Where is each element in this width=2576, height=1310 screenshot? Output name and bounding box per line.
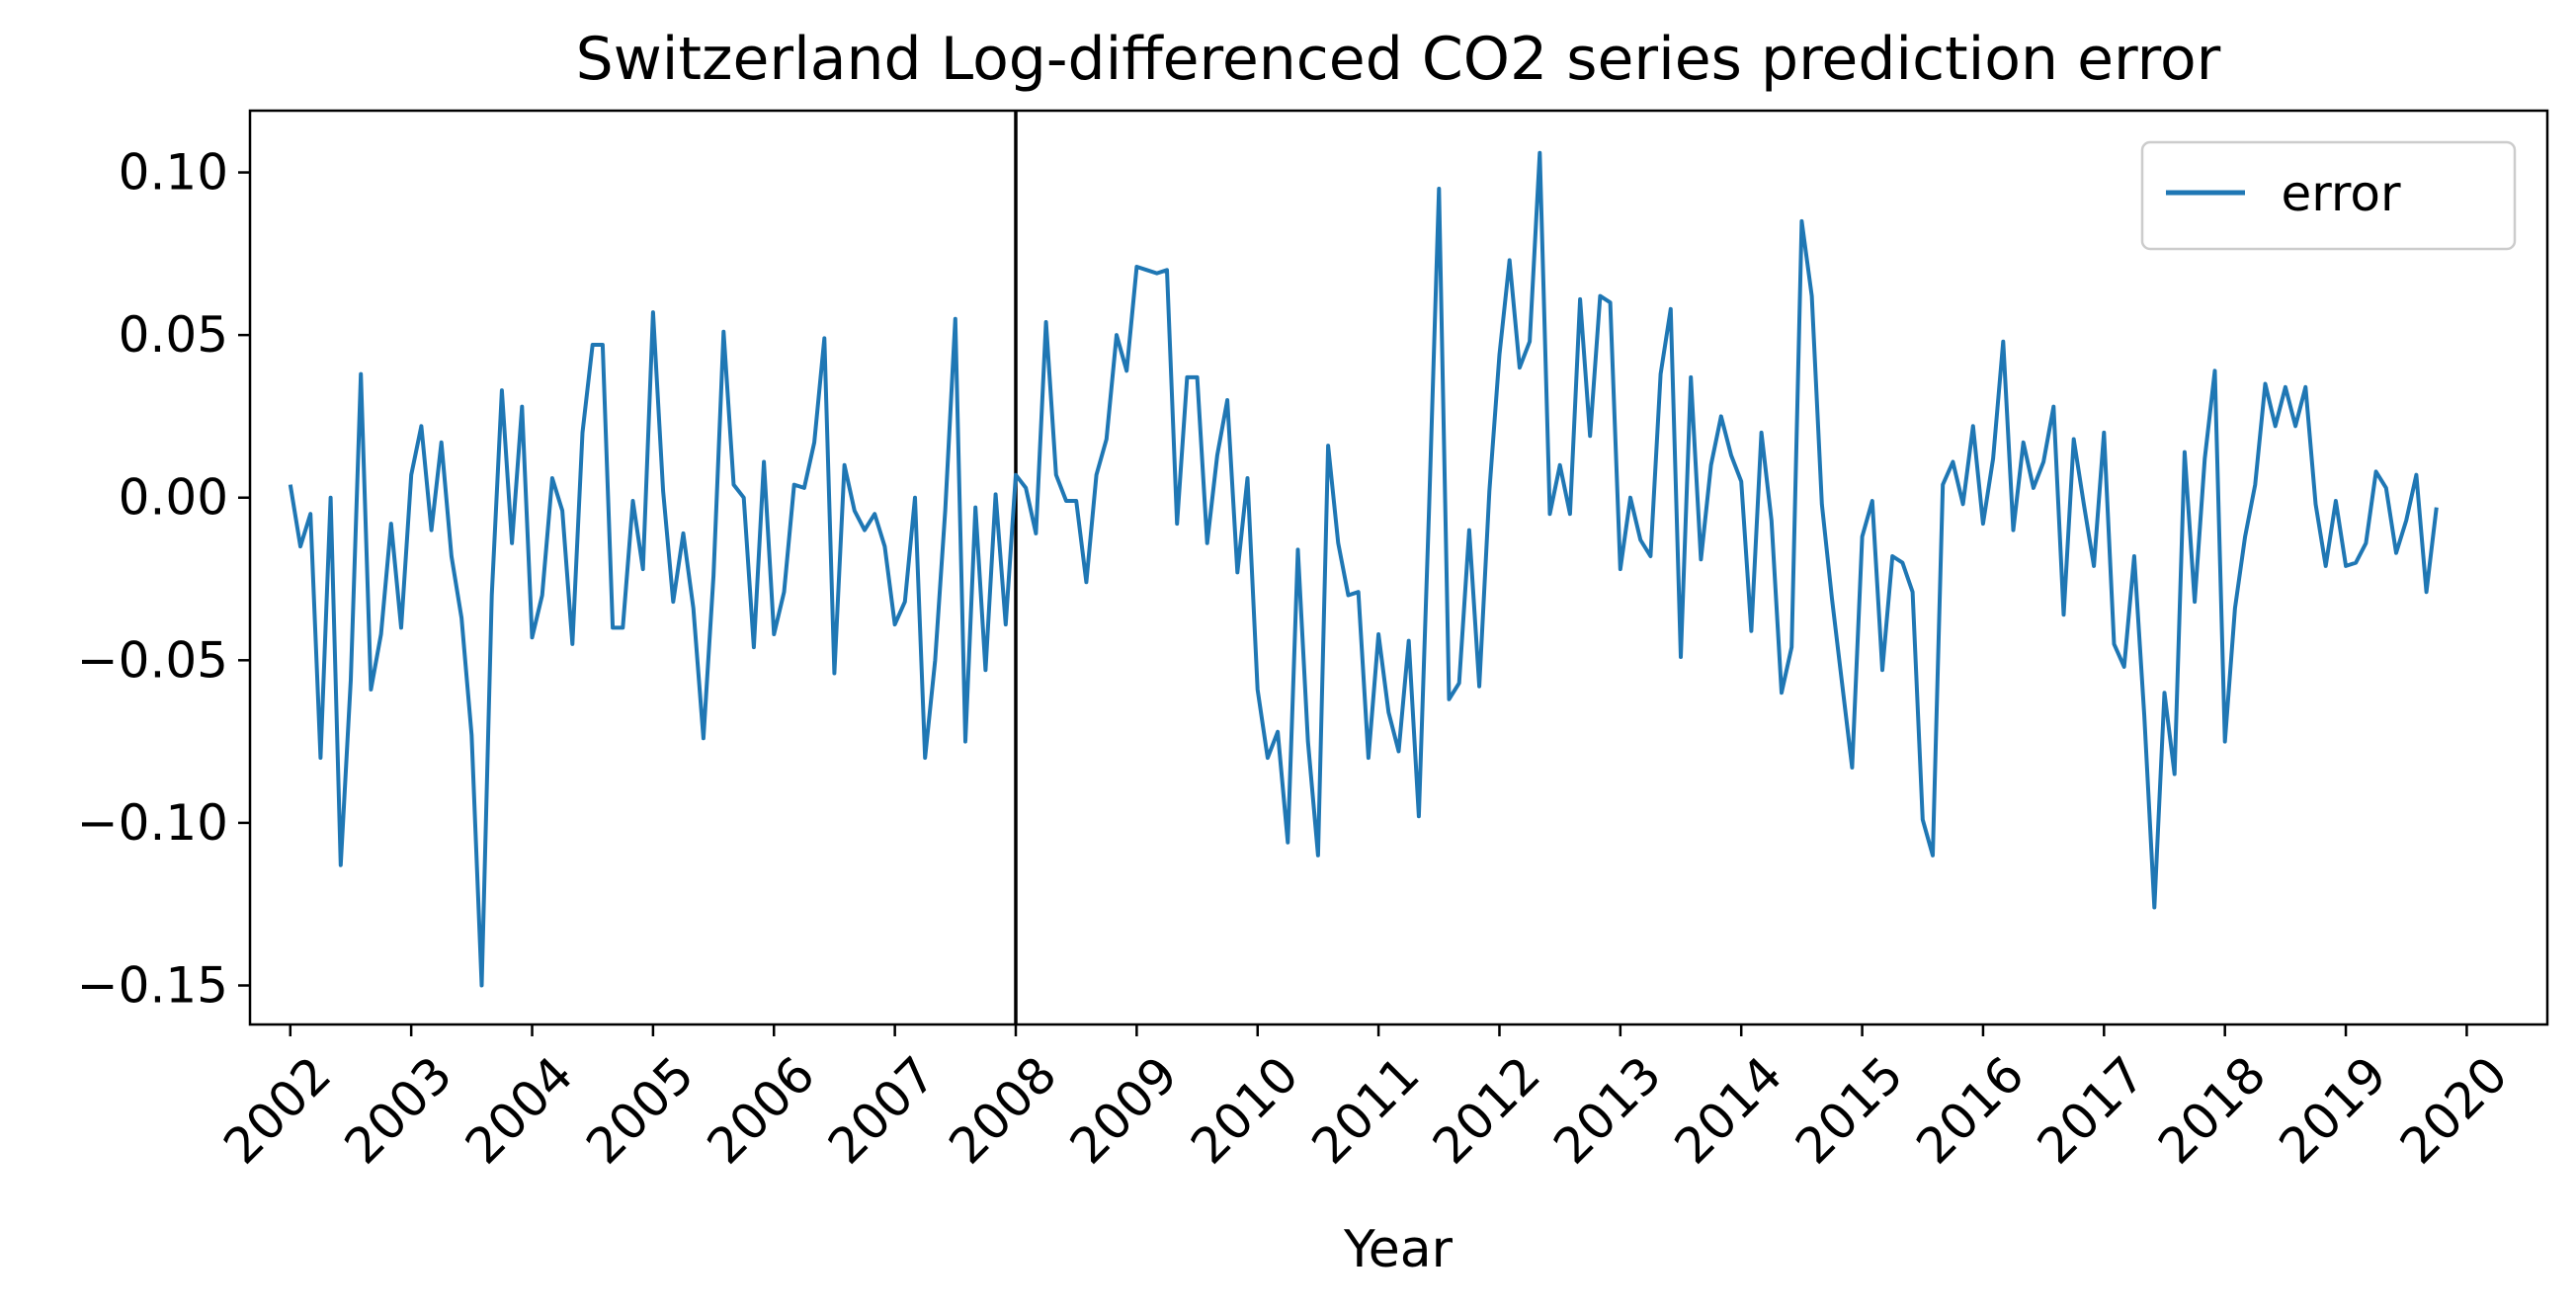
x-tick-label: 2008: [939, 1045, 1068, 1175]
x-tick-label: 2004: [455, 1045, 584, 1175]
x-tick-label: 2013: [1542, 1045, 1672, 1175]
y-tick-label: −0.15: [77, 956, 228, 1014]
x-tick-label: 2019: [2269, 1045, 2398, 1175]
x-tick-label: 2011: [1301, 1045, 1431, 1175]
x-tick-label: 2002: [212, 1045, 342, 1175]
chart-title: Switzerland Log-differenced CO2 series p…: [576, 25, 2221, 94]
legend-label-error: error: [2281, 165, 2400, 222]
x-axis-label: Year: [1343, 1220, 1454, 1279]
series-line-error: [288, 150, 2439, 988]
x-axis: 2002200320042005200620072008200920102011…: [212, 1024, 2519, 1175]
y-axis: 0.10 0.05 0.00 −0.05 −0.10 −0.15: [77, 144, 250, 1014]
y-tick-label: 0.05: [119, 306, 228, 364]
y-tick-label: 0.00: [119, 469, 228, 527]
x-tick-label: 2005: [575, 1045, 705, 1175]
y-tick-label: −0.05: [77, 631, 228, 689]
x-tick-label: 2017: [2027, 1045, 2156, 1175]
legend-frame: [2140, 140, 2517, 251]
x-tick-label: 2012: [1422, 1045, 1551, 1175]
y-tick-label: 0.10: [119, 144, 228, 202]
x-tick-label: 2003: [334, 1045, 463, 1175]
x-tick-label: 2018: [2147, 1045, 2277, 1175]
x-tick-label: 2016: [1905, 1045, 2035, 1175]
x-tick-label: 2010: [1180, 1045, 1309, 1175]
axes-frame: [248, 109, 2549, 1026]
x-tick-label: 2014: [1664, 1045, 1793, 1175]
x-tick-label: 2015: [1785, 1045, 1914, 1175]
plot-area: [288, 111, 2439, 1024]
x-tick-label: 2006: [697, 1045, 826, 1175]
legend: error: [2140, 140, 2517, 251]
x-tick-label: 2020: [2389, 1045, 2519, 1175]
y-tick-label: −0.10: [77, 794, 228, 852]
x-tick-label: 2007: [817, 1045, 947, 1175]
x-tick-label: 2009: [1059, 1045, 1189, 1175]
